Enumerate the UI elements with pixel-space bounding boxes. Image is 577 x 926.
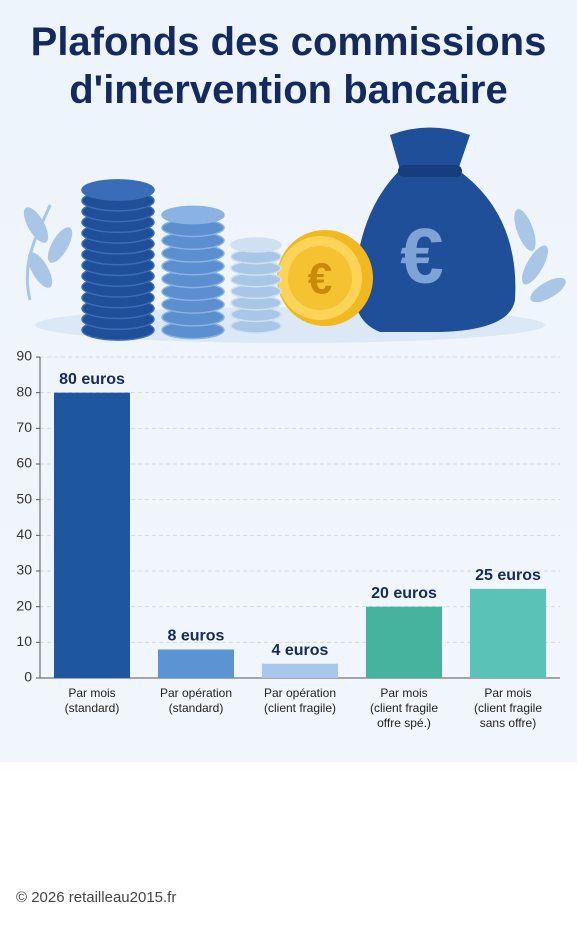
- y-tick-label: 10: [16, 633, 32, 649]
- value-label: 25 euros: [475, 567, 541, 584]
- svg-text:€: €: [308, 255, 332, 304]
- y-tick-label: 50: [16, 490, 32, 506]
- value-label: 20 euros: [371, 585, 437, 602]
- chart-title: Plafonds des commissions d'intervention …: [30, 20, 547, 112]
- coin-top: [162, 206, 224, 224]
- bar: [54, 392, 130, 678]
- y-tick-label: 40: [16, 526, 32, 542]
- y-tick-label: 70: [16, 419, 32, 435]
- y-tick-label: 90: [16, 348, 32, 364]
- footer: © 2026 retailleau2015.fr: [16, 889, 177, 906]
- bar: [470, 588, 546, 678]
- y-tick-label: 60: [16, 455, 32, 471]
- y-tick-label: 0: [24, 669, 32, 685]
- coin-top: [231, 238, 281, 252]
- x-tick-label: Par mois (standard): [64, 686, 120, 715]
- value-label: 80 euros: [59, 371, 125, 388]
- x-tick-label: Par mois (client fragile offre spé.): [369, 686, 439, 730]
- y-tick-label: 20: [16, 597, 32, 613]
- value-label: 4 euros: [272, 642, 329, 659]
- illustration: € €: [23, 127, 566, 343]
- chart: € € 0 10 20 30 40 50 60 70 80 90 80 euros 8 euros 4 …: [16, 127, 566, 685]
- value-label: 8 euros: [168, 628, 225, 645]
- bar: [158, 649, 234, 678]
- y-tick-label: 80: [16, 383, 32, 399]
- x-tick-label: Par mois (client fragile sans offre): [473, 686, 543, 730]
- x-tick-label: Par opération (standard): [159, 686, 233, 715]
- svg-text:€: €: [400, 212, 443, 300]
- coin-top: [82, 179, 154, 201]
- x-tick-label: Par opération (client fragile): [263, 686, 337, 715]
- y-tick-label: 30: [16, 562, 32, 578]
- bar: [366, 606, 442, 678]
- bar: [262, 663, 338, 678]
